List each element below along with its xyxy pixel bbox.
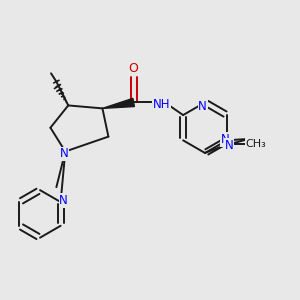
Text: N: N [225, 139, 234, 152]
Text: O: O [129, 62, 139, 75]
Text: N: N [198, 100, 207, 112]
Text: N: N [221, 133, 230, 146]
Text: N: N [59, 194, 68, 207]
Text: NH: NH [152, 98, 170, 111]
Text: N: N [59, 147, 68, 161]
Text: CH₃: CH₃ [245, 139, 266, 149]
Polygon shape [102, 98, 134, 108]
Text: N: N [245, 138, 254, 151]
